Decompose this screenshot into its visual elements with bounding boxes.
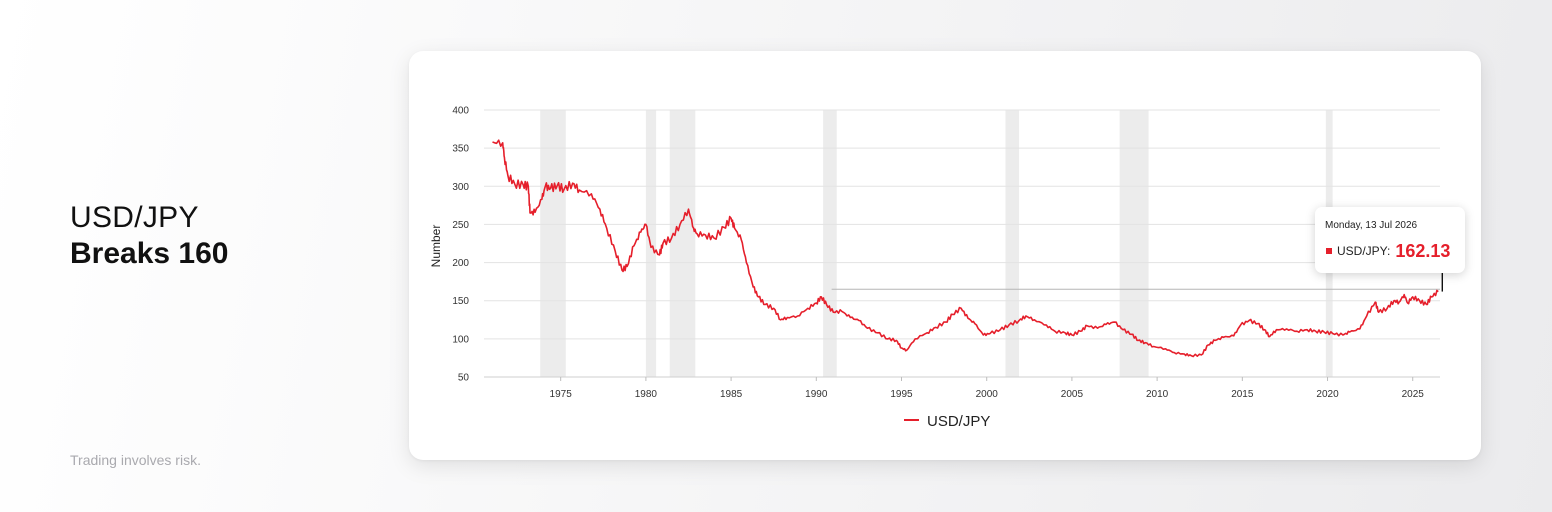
shaded-period-3 [669, 110, 696, 377]
headline-event: Breaks 160 [70, 237, 229, 270]
y-tick-350: 350 [452, 144, 469, 155]
x-tick-1980: 1980 [635, 389, 658, 400]
tooltip-value: 162.13 [1395, 240, 1451, 261]
x-tick-2000: 2000 [976, 389, 999, 400]
y-tick-200: 200 [452, 258, 469, 269]
tooltip-swatch [1326, 248, 1332, 254]
y-tick-labels: 50 100 150 200 250 300 350 400 [452, 106, 469, 384]
tooltip-date: Monday, 13 Jul 2026 [1325, 220, 1418, 231]
x-tick-1985: 1985 [720, 389, 743, 400]
x-tick-1975: 1975 [550, 389, 573, 400]
tooltip-row: USD/JPY: 162.13 [1326, 241, 1450, 261]
y-tick-150: 150 [452, 296, 469, 307]
y-tick-250: 250 [452, 220, 469, 231]
gridlines [484, 109, 1440, 378]
x-tick-2005: 2005 [1061, 389, 1084, 400]
x-tick-labels: 1975 1980 1985 1990 1995 2000 2005 2010 2015 2020… [550, 377, 1425, 400]
x-tick-2010: 2010 [1146, 389, 1169, 400]
shaded-period-5 [1005, 110, 1020, 377]
x-tick-1990: 1990 [805, 389, 828, 400]
chart-card: 50 100 150 200 250 300 350 400 1975 1980 1985 1990… [409, 51, 1481, 460]
y-tick-300: 300 [452, 182, 469, 193]
x-tick-1995: 1995 [890, 389, 913, 400]
shaded-period-4 [823, 110, 837, 377]
x-tick-2025: 2025 [1402, 389, 1425, 400]
headline: USD/JPY Breaks 160 [70, 200, 228, 272]
headline-pair: USD/JPY [70, 201, 199, 234]
risk-disclaimer: Trading involves risk. [70, 452, 201, 468]
shaded-period-1 [540, 110, 566, 377]
tooltip-series-label: USD/JPY: [1337, 244, 1391, 258]
legend-label[interactable]: USD/JPY [927, 413, 990, 430]
tooltip: Monday, 13 Jul 2026 USD/JPY: 162.13 [1315, 207, 1465, 273]
x-tick-2015: 2015 [1231, 389, 1254, 400]
x-tick-2020: 2020 [1316, 389, 1339, 400]
y-tick-400: 400 [452, 106, 469, 117]
y-tick-50: 50 [458, 373, 470, 384]
shaded-period-6 [1119, 110, 1149, 377]
y-tick-100: 100 [452, 334, 469, 345]
shaded-periods [540, 110, 1333, 377]
series-line-usdjpy[interactable] [492, 139, 1439, 358]
y-axis-label: Number [429, 225, 443, 268]
